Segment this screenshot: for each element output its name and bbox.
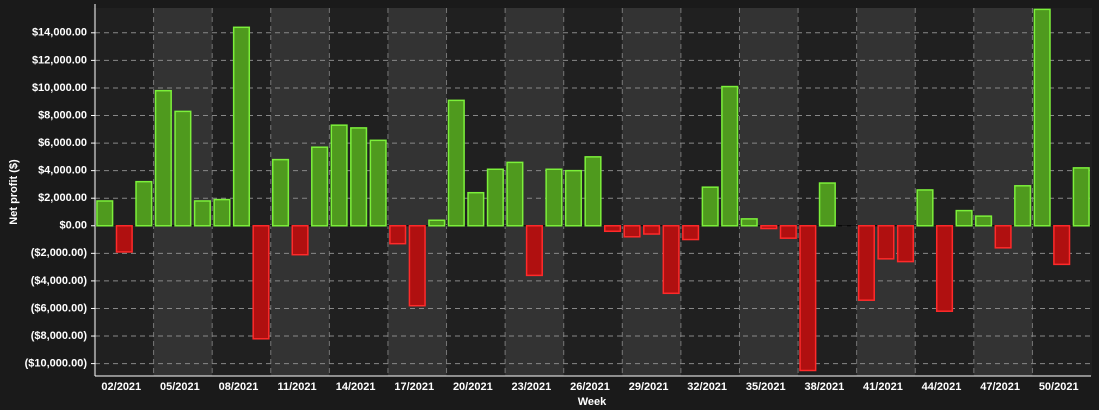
shaded-band xyxy=(739,8,799,376)
bar xyxy=(369,139,387,227)
bar xyxy=(701,186,719,227)
x-tick-label: 35/2021 xyxy=(746,381,786,393)
bar xyxy=(994,225,1012,249)
bar xyxy=(115,225,133,253)
x-tick-label: 44/2021 xyxy=(922,381,962,393)
bar xyxy=(330,124,348,227)
x-tick-label: 29/2021 xyxy=(629,381,669,393)
bar xyxy=(1053,225,1071,266)
x-tick-label: 02/2021 xyxy=(101,381,141,393)
y-tick-label: $12,000.00 xyxy=(32,54,87,66)
bar xyxy=(935,225,954,312)
bar xyxy=(389,225,407,245)
bar xyxy=(818,182,836,227)
bar xyxy=(603,225,622,233)
bar xyxy=(877,225,895,260)
shaded-band xyxy=(387,8,447,376)
bar xyxy=(760,225,778,230)
x-tick-label: 47/2021 xyxy=(980,381,1020,393)
bar xyxy=(525,225,543,277)
y-tick-label: ($8,000.00) xyxy=(31,330,88,342)
shaded-band xyxy=(622,8,681,376)
y-tick-label: $10,000.00 xyxy=(32,82,87,94)
x-tick-label: 08/2021 xyxy=(219,381,259,393)
x-tick-label: 41/2021 xyxy=(863,381,903,393)
bar xyxy=(174,110,192,227)
bar xyxy=(506,161,524,227)
y-axis-label: Net profit ($) xyxy=(8,159,20,225)
bar xyxy=(896,225,915,263)
y-tick-label: ($4,000.00) xyxy=(31,275,88,287)
x-tick-label: 32/2021 xyxy=(687,381,727,393)
y-tick-label: $0.00 xyxy=(59,220,87,232)
y-tick-label: ($2,000.00) xyxy=(31,247,88,259)
bar xyxy=(623,225,641,238)
x-tick-label: 50/2021 xyxy=(1039,381,1079,393)
bar xyxy=(447,99,465,227)
bar xyxy=(311,146,329,227)
bar xyxy=(799,225,817,372)
bar xyxy=(584,156,602,227)
bar xyxy=(1072,167,1090,227)
bar xyxy=(1014,185,1032,227)
bar xyxy=(975,215,993,227)
bar xyxy=(291,225,309,256)
bar xyxy=(428,219,446,227)
shaded-band xyxy=(856,8,916,376)
bar xyxy=(740,218,758,227)
bar xyxy=(350,127,368,227)
x-tick-label: 11/2021 xyxy=(277,381,316,393)
bar xyxy=(721,85,739,227)
bar xyxy=(916,189,934,227)
bar xyxy=(408,225,426,307)
bar xyxy=(193,200,211,227)
x-tick-label: 26/2021 xyxy=(570,381,610,393)
y-tick-label: $4,000.00 xyxy=(38,165,87,177)
bar xyxy=(564,169,583,227)
bar xyxy=(135,180,153,227)
x-tick-label: 20/2021 xyxy=(453,381,493,393)
bar xyxy=(857,225,875,301)
bar xyxy=(682,225,700,241)
x-axis-label: Week xyxy=(578,396,607,408)
bar xyxy=(252,225,270,340)
bar xyxy=(154,89,172,227)
bar xyxy=(662,225,680,295)
bar xyxy=(96,200,114,227)
x-tick-label: 14/2021 xyxy=(336,381,376,393)
bar xyxy=(232,26,251,227)
bar xyxy=(486,168,504,227)
x-tick-label: 05/2021 xyxy=(160,381,200,393)
bar xyxy=(1033,8,1051,227)
x-tick-label: 38/2021 xyxy=(804,381,844,393)
x-tick-label: 17/2021 xyxy=(394,381,434,393)
bar xyxy=(955,209,973,227)
x-tick-label: 23/2021 xyxy=(512,381,552,393)
bar xyxy=(213,198,231,227)
bar xyxy=(779,225,797,239)
y-tick-label: $14,000.00 xyxy=(32,27,87,39)
bar xyxy=(545,168,563,227)
bar xyxy=(643,225,661,235)
y-tick-label: ($10,000.00) xyxy=(25,358,88,370)
y-tick-label: $2,000.00 xyxy=(38,192,87,204)
bar xyxy=(271,158,290,227)
y-tick-label: $8,000.00 xyxy=(38,109,87,121)
y-tick-label: $6,000.00 xyxy=(38,137,87,149)
y-tick-label: ($6,000.00) xyxy=(31,302,88,314)
bar xyxy=(467,191,485,227)
